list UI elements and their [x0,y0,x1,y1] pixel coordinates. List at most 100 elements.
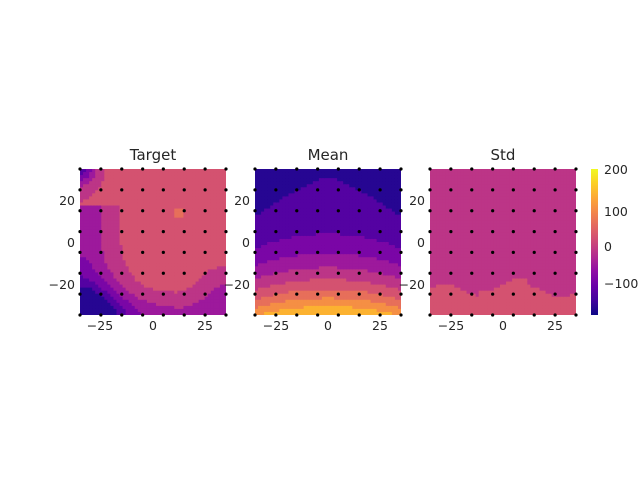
contour-cell [312,260,317,264]
contour-cell [107,290,112,295]
contour-cell [146,272,151,277]
sample-point [253,167,257,171]
contour-cell [104,299,108,304]
contour-cell [430,299,434,304]
contour-cell [189,208,194,213]
contour-cell [159,281,163,286]
contour-cell [165,184,169,188]
contour-cell [331,193,335,197]
contour-cell [207,196,212,201]
contour-cell [282,254,287,258]
contour-cell [156,245,160,249]
contour-cell [282,193,287,197]
contour-cell [370,196,375,201]
contour-cell [385,184,390,188]
contour-cell [162,214,166,219]
contour-cell [273,281,277,286]
contour-cell [270,293,274,298]
contour-cell [131,275,136,280]
contour-cell [439,223,443,228]
contour-cell [110,205,115,210]
contour-cell [131,257,136,261]
contour-cell [83,181,87,185]
contour-cell [318,278,323,283]
contour-cell [358,211,363,216]
contour-cell [273,248,277,252]
contour-cell [189,266,194,270]
contour-cell [95,223,99,228]
contour-cell [361,305,366,310]
contour-cell [349,272,353,277]
contour-cell [213,266,218,270]
contour-cell [201,196,206,201]
contour-cell [216,272,221,277]
contour-cell [131,175,136,179]
contour-cell [198,278,203,283]
contour-cell [394,272,399,277]
contour-cell [86,223,90,228]
contour-cell [373,211,378,216]
contour-cell [303,296,308,301]
contour-cell [376,208,381,213]
contour-cell [189,290,194,295]
contour-cell [183,302,188,307]
contour-cell [340,232,344,237]
contour-cell [89,248,93,252]
contour-cell [116,311,121,315]
contour-cell [379,199,384,204]
contour-cell [146,245,151,249]
contour-cell [195,269,200,274]
contour-cell [349,217,353,222]
contour-cell [104,308,108,313]
contour-cell [324,181,329,185]
contour-cell [288,278,293,283]
contour-cell [300,308,305,313]
contour-cell [107,214,112,219]
contour-cell [86,281,90,286]
contour-cell [177,290,181,295]
contour-cell [291,257,296,261]
contour-cell [140,193,145,197]
contour-cell [95,269,99,274]
contour-cell [276,311,280,315]
contour-cell [294,202,299,207]
contour-cell [355,299,360,304]
y-tick-label: −20 [49,277,75,292]
contour-cell [116,187,121,191]
contour-cell [222,214,226,219]
contour-cell [216,302,221,307]
contour-cell [255,281,259,286]
contour-cell [306,248,311,252]
contour-cell [288,211,293,216]
contour-cell [318,299,323,304]
contour-cell [192,184,197,188]
contour-cell [349,299,353,304]
contour-cell [186,172,191,176]
contour-cell [89,208,93,213]
contour-cell [355,254,360,258]
contour-cell [183,278,188,283]
contour-cell [104,199,108,204]
contour-cell [391,232,396,237]
contour-cell [321,181,326,185]
contour-cell [309,260,314,264]
contour-cell [258,254,262,258]
contour-cell [80,248,84,252]
contour-cell [397,175,401,179]
contour-cell [318,245,323,249]
contour-cell [334,199,338,204]
contour-cell [162,287,166,292]
contour-cell [189,308,194,313]
contour-cell [86,184,90,188]
contour-cell [267,175,271,179]
contour-cell [168,308,172,313]
contour-cell [291,232,296,237]
contour-cell [270,184,274,188]
contour-cell [370,245,375,249]
contour-cell [195,245,200,249]
contour-cell [328,278,332,283]
contour-cell [216,296,221,301]
contour-cell [385,178,390,182]
contour-cell [321,187,326,191]
contour-cell [222,287,226,292]
